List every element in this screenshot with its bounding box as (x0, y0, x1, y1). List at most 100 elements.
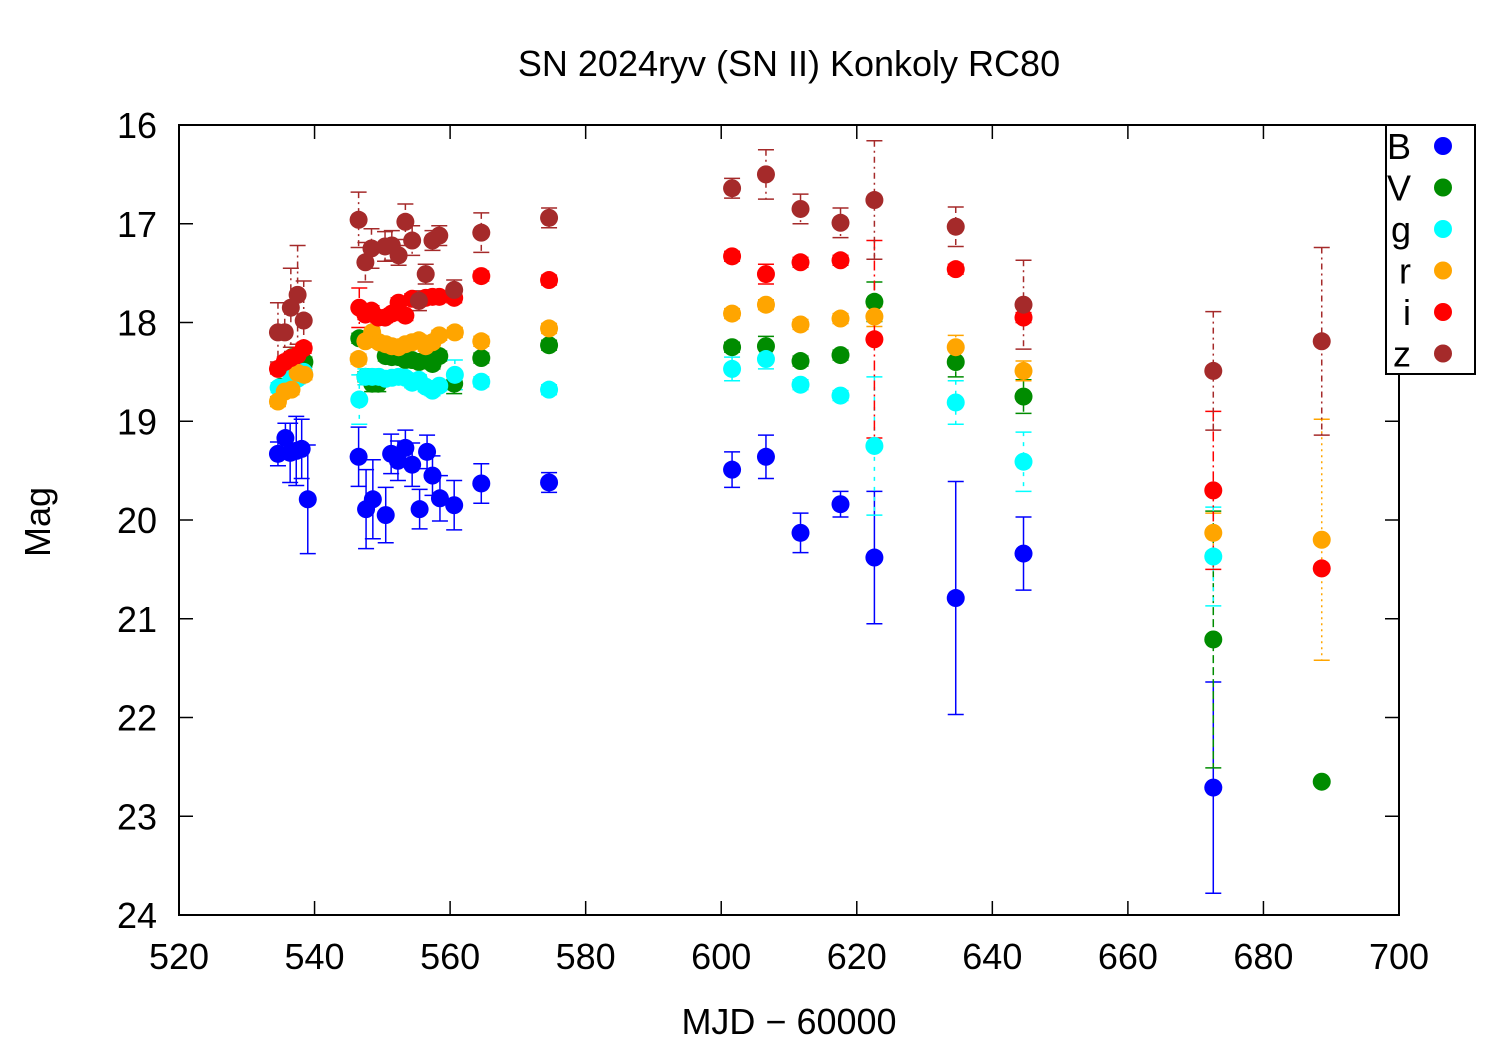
error-bar-z (1313, 246, 1330, 436)
point-g (723, 359, 742, 378)
point-r (349, 350, 368, 369)
point-V (1014, 387, 1033, 406)
point-g (472, 372, 491, 391)
point-B (946, 589, 965, 608)
point-B (540, 473, 559, 492)
legend-label-g: g (1391, 209, 1411, 250)
point-r (1312, 530, 1331, 549)
y-tick-label: 24 (117, 895, 157, 936)
point-B (791, 523, 810, 542)
plot-frame (178, 124, 1400, 916)
point-z (791, 199, 810, 218)
point-V (723, 338, 742, 357)
point-i (1204, 481, 1223, 500)
point-i (294, 339, 313, 358)
point-z (1312, 332, 1331, 351)
point-z (389, 246, 408, 265)
point-g (540, 380, 559, 399)
y-tick-label: 22 (117, 698, 157, 739)
point-B (396, 438, 415, 457)
point-B (403, 455, 422, 474)
x-axis-label: MJD − 60000 (681, 1001, 896, 1042)
point-z (831, 213, 850, 232)
point-V (430, 347, 449, 366)
point-z (403, 231, 422, 250)
legend-marker-g (1434, 220, 1452, 238)
point-g (946, 393, 965, 412)
x-tick-label: 680 (1233, 936, 1293, 977)
legend-label-r: r (1399, 251, 1411, 292)
point-z (946, 217, 965, 236)
error-bar-g (866, 376, 883, 516)
x-tick-label: 700 (1369, 936, 1429, 977)
x-tick-label: 540 (285, 936, 345, 977)
point-z (409, 291, 428, 310)
error-bar-z (757, 148, 774, 200)
point-r (1014, 361, 1033, 380)
point-r (445, 323, 464, 342)
legend-frame (1385, 124, 1476, 375)
point-z (275, 323, 294, 342)
point-g (756, 350, 775, 369)
point-z (445, 280, 464, 299)
y-tick-label: 21 (117, 599, 157, 640)
point-r (756, 295, 775, 314)
legend-marker-r (1434, 261, 1452, 280)
point-z (349, 210, 368, 229)
legend-label-z: z (1393, 334, 1411, 375)
point-B (276, 429, 295, 448)
data-points (268, 165, 1331, 797)
point-r (946, 338, 965, 357)
y-tick-label: 17 (117, 204, 157, 245)
point-r (1204, 523, 1223, 542)
point-r (865, 307, 884, 326)
point-i (540, 271, 559, 290)
point-B (298, 490, 317, 509)
point-g (1204, 547, 1223, 566)
y-tick-label: 18 (117, 303, 157, 344)
error-bar-i (351, 287, 368, 329)
point-z (416, 265, 435, 284)
chart-title: SN 2024ryv (SN II) Konkoly RC80 (518, 43, 1060, 84)
legend-marker-B (1434, 137, 1452, 155)
point-r (723, 304, 742, 323)
point-i (831, 251, 850, 270)
x-tick-label: 520 (149, 936, 209, 977)
point-g (791, 375, 810, 394)
point-V (1204, 630, 1223, 649)
y-tick-label: 20 (117, 500, 157, 541)
x-tick-label: 560 (420, 936, 480, 977)
point-r (791, 315, 810, 334)
legend-marker-z (1434, 344, 1452, 363)
point-z (294, 311, 313, 330)
point-V (791, 352, 810, 371)
error-bar-g (1015, 431, 1032, 493)
point-V (540, 336, 559, 355)
point-B (1014, 544, 1033, 563)
point-B (472, 474, 491, 493)
x-tick-label: 640 (962, 936, 1022, 977)
point-B (430, 489, 449, 508)
point-i (396, 306, 415, 325)
point-i (756, 265, 775, 284)
point-z (756, 165, 775, 184)
point-B (349, 447, 368, 466)
x-tick-label: 580 (556, 936, 616, 977)
point-g (445, 365, 464, 384)
error-bar-z (832, 207, 849, 239)
legend-label-V: V (1387, 168, 1411, 209)
legend-marker-V (1434, 178, 1452, 197)
point-V (1312, 772, 1331, 791)
point-z (472, 223, 491, 242)
point-B (376, 506, 395, 525)
legend-marker-i (1434, 303, 1452, 321)
error-bar-z (792, 193, 809, 225)
point-V (865, 292, 884, 311)
point-i (430, 287, 449, 306)
point-i (946, 260, 965, 279)
error-bar-r (1015, 360, 1032, 382)
point-z (430, 226, 449, 245)
y-axis-label: Mag (17, 487, 58, 557)
error-bar-z (377, 230, 394, 263)
point-r (295, 365, 314, 384)
